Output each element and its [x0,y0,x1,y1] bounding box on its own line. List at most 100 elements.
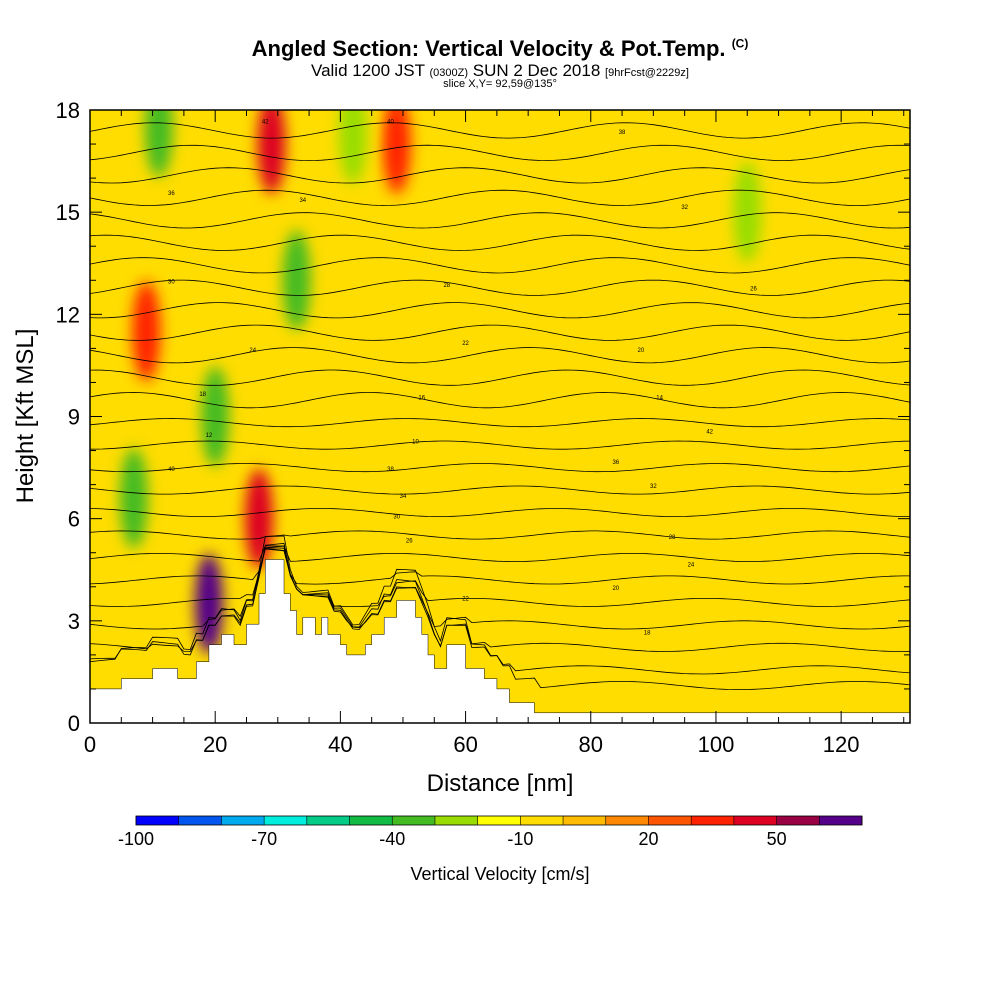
theta-contour-line [90,392,910,409]
colorbar-frame [135,815,863,826]
theta-contour-line [90,347,910,364]
theta-contour-label: 24 [249,348,256,354]
y-tick-label: 18 [56,98,80,123]
colorbar-swatch [178,816,222,825]
theta-contour-label: 32 [650,484,657,490]
x-axis: 0 20 40 60 80 100 120 [84,110,905,757]
theta-contour-label: 12 [206,433,213,439]
theta-contour-line [90,485,910,495]
colorbar-swatch [434,816,478,825]
updraft-region [245,468,274,569]
x-tick-label: 100 [698,732,735,757]
slice-info: slice X,Y= 92,59@135° [443,78,557,90]
updraft-region [382,110,411,195]
colorbar-swatch [306,816,350,825]
colorbar-tick-label: -100 [118,829,154,849]
colorbar-swatch [691,816,735,825]
y-tick-label: 9 [68,405,80,430]
theta-contour-line [90,508,910,517]
x-tick-label: 80 [579,732,603,757]
updraft-region [132,281,161,382]
velocity-field [119,110,762,654]
theta-contour-label: 16 [418,395,425,401]
theta-contour-line [90,189,910,206]
theta-contour-label: 26 [750,286,757,292]
theta-contour-line [90,302,910,319]
plot-area: 42 40 38 36 34 32 30 28 26 24 22 20 18 16 14 12 10 42 40 38… [90,110,910,723]
colorbar-swatch [477,816,521,825]
y-tick-label: 6 [68,507,80,532]
theta-contour-label: 28 [669,535,676,541]
colorbar-swatch [264,816,308,825]
theta-contour-line [90,440,910,450]
colorbar-swatch [136,816,180,825]
colorbar-swatch [776,816,820,825]
colorbar-tick-label: 50 [767,829,787,849]
colorbar-swatch [520,816,564,825]
colorbar-tick-label: 20 [638,829,658,849]
chart-title: Angled Section: Vertical Velocity & Pot.… [0,36,1000,62]
y-axis-title: Height [Kft MSL] [12,329,39,504]
theta-contour-line [90,369,910,386]
theta-contour-line [90,545,910,652]
theta-contour-label: 40 [387,120,394,126]
theta-contour-label: 34 [299,198,306,204]
updraft-region [194,553,223,654]
theta-contours [90,122,910,690]
downdraft-region [201,366,230,467]
theta-contour-labels: 42 40 38 36 34 32 30 28 26 24 22 20 18 16 14 12 10 42 40 38… [168,120,757,637]
theta-contour-label: 30 [393,515,400,521]
y-tick-label: 15 [56,200,80,225]
theta-contour-line [90,212,910,229]
theta-contour-label: 20 [637,348,644,354]
valid-utc: (0300Z) [429,67,468,79]
theta-contour-line [90,167,910,184]
theta-contour-line [90,530,910,540]
valid-time: Valid 1200 JST [311,61,425,80]
y-axis: 0 3 6 9 12 15 18 [56,98,910,736]
chart-subtitle: Valid 1200 JST (0300Z) SUN 2 Dec 2018 [9… [0,61,1000,81]
theta-contour-label: 14 [656,395,663,401]
theta-contour-line [90,418,910,428]
theta-contour-label: 22 [462,596,469,602]
downdraft-region [338,110,367,184]
theta-contour-line [90,279,910,296]
colorbar-swatch [648,816,692,825]
theta-contour-label: 20 [612,586,619,592]
y-tick-label: 3 [68,609,80,634]
theta-contour-label: 38 [619,130,626,136]
downdraft-region [119,448,148,549]
x-tick-label: 120 [823,732,860,757]
terrain [90,559,910,723]
y-tick-label: 0 [68,711,80,736]
theta-contour-label: 18 [199,392,206,398]
theta-contour-label: 10 [412,440,419,446]
updraft-region [257,110,286,195]
theta-contour-label: 42 [706,430,713,436]
y-tick-label: 12 [56,302,80,327]
x-axis-title: Distance [nm] [427,770,574,797]
colorbar: -100 -70 -40 -10 20 50 [118,815,863,849]
downdraft-region [144,110,173,178]
theta-contour-line [90,257,910,274]
theta-contour-line [90,542,910,675]
x-tick-label: 20 [203,732,227,757]
theta-contour-line [90,324,910,341]
colorbar-swatch [349,816,393,825]
theta-contour-line [90,545,910,562]
colorbar-tick-label: -10 [507,829,533,849]
valid-date: SUN 2 Dec 2018 [472,61,601,80]
theta-contour-line [90,548,910,585]
theta-contour-label: 40 [168,467,175,473]
theta-contour-line [90,548,910,607]
theta-contour-label: 42 [262,120,269,126]
theta-contour-label: 24 [688,562,695,568]
colorbar-title: Vertical Velocity [cm/s] [410,864,589,884]
title-text: Angled Section: Vertical Velocity & Pot.… [251,36,726,61]
x-tick-label: 60 [453,732,477,757]
theta-contour-line [90,547,910,630]
copyright-mark: (C) [731,36,749,51]
downdraft-region [282,230,311,331]
theta-contour-label: 28 [443,283,450,289]
